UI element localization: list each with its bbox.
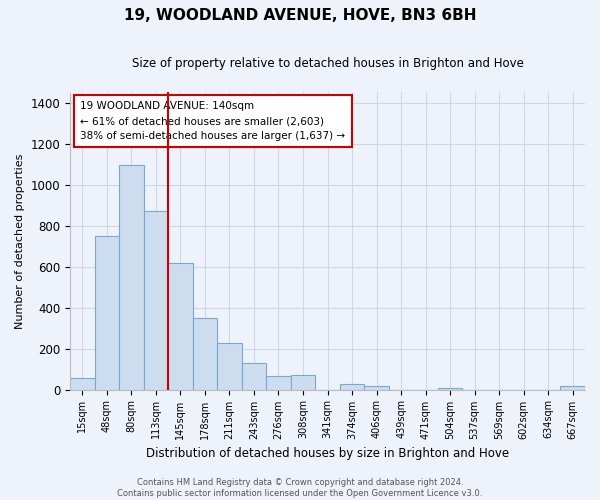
Bar bbox=[340, 384, 364, 390]
X-axis label: Distribution of detached houses by size in Brighton and Hove: Distribution of detached houses by size … bbox=[146, 447, 509, 460]
Bar bbox=[364, 386, 389, 390]
Bar bbox=[95, 236, 119, 390]
Bar bbox=[242, 362, 266, 390]
Title: Size of property relative to detached houses in Brighton and Hove: Size of property relative to detached ho… bbox=[131, 58, 523, 70]
Bar bbox=[266, 376, 291, 390]
Text: Contains HM Land Registry data © Crown copyright and database right 2024.
Contai: Contains HM Land Registry data © Crown c… bbox=[118, 478, 482, 498]
Bar bbox=[193, 318, 217, 390]
Bar bbox=[143, 212, 168, 390]
Text: 19, WOODLAND AVENUE, HOVE, BN3 6BH: 19, WOODLAND AVENUE, HOVE, BN3 6BH bbox=[124, 8, 476, 22]
Bar bbox=[119, 165, 143, 390]
Bar bbox=[217, 343, 242, 390]
Y-axis label: Number of detached properties: Number of detached properties bbox=[15, 154, 25, 328]
Bar bbox=[560, 386, 585, 390]
Bar bbox=[291, 375, 315, 390]
Bar bbox=[438, 388, 463, 390]
Text: 19 WOODLAND AVENUE: 140sqm
← 61% of detached houses are smaller (2,603)
38% of s: 19 WOODLAND AVENUE: 140sqm ← 61% of deta… bbox=[80, 102, 346, 141]
Bar bbox=[70, 378, 95, 390]
Bar bbox=[168, 262, 193, 390]
